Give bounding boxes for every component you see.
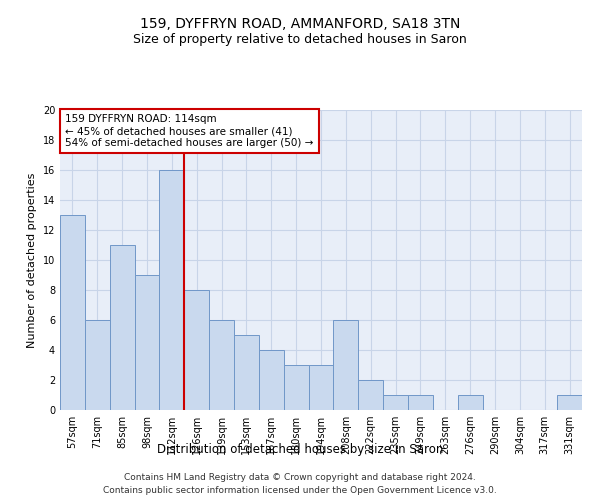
Bar: [408, 395, 433, 410]
Text: Distribution of detached houses by size in Saron: Distribution of detached houses by size …: [157, 442, 443, 456]
Y-axis label: Number of detached properties: Number of detached properties: [27, 172, 37, 348]
Bar: [284, 365, 308, 410]
Text: 159, DYFFRYN ROAD, AMMANFORD, SA18 3TN: 159, DYFFRYN ROAD, AMMANFORD, SA18 3TN: [140, 18, 460, 32]
Bar: [557, 395, 582, 410]
Bar: [110, 245, 134, 410]
Bar: [334, 320, 358, 410]
Bar: [209, 320, 234, 410]
Bar: [308, 365, 334, 410]
Bar: [234, 335, 259, 410]
Bar: [383, 395, 408, 410]
Bar: [184, 290, 209, 410]
Text: 159 DYFFRYN ROAD: 114sqm
← 45% of detached houses are smaller (41)
54% of semi-d: 159 DYFFRYN ROAD: 114sqm ← 45% of detach…: [65, 114, 314, 148]
Bar: [60, 215, 85, 410]
Bar: [259, 350, 284, 410]
Bar: [85, 320, 110, 410]
Bar: [134, 275, 160, 410]
Text: Size of property relative to detached houses in Saron: Size of property relative to detached ho…: [133, 32, 467, 46]
Text: Contains public sector information licensed under the Open Government Licence v3: Contains public sector information licen…: [103, 486, 497, 495]
Bar: [160, 170, 184, 410]
Bar: [458, 395, 482, 410]
Text: Contains HM Land Registry data © Crown copyright and database right 2024.: Contains HM Land Registry data © Crown c…: [124, 472, 476, 482]
Bar: [358, 380, 383, 410]
